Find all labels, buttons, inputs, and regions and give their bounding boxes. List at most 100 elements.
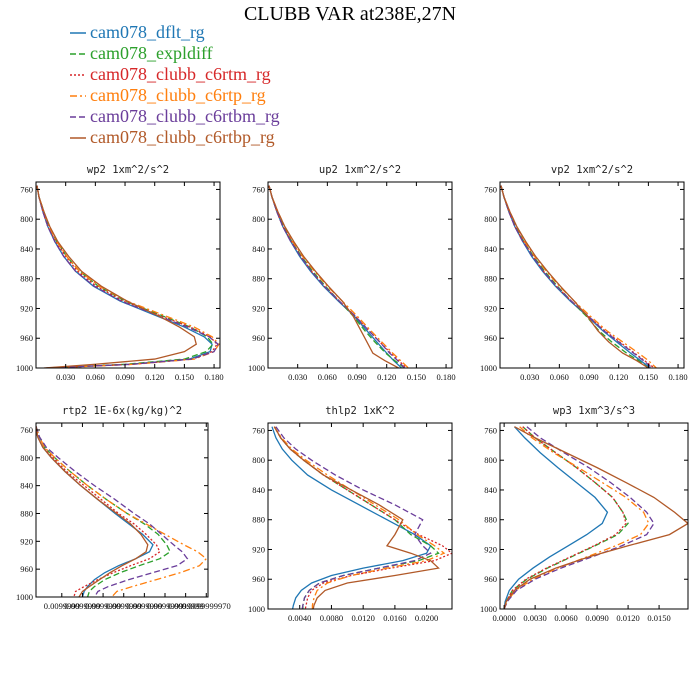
y-tick-label: 920	[20, 303, 33, 313]
series-line	[268, 185, 402, 368]
series-line	[36, 185, 213, 368]
panel-title: up2 1xm^2/s^2	[319, 164, 401, 176]
y-tick-label: 1000	[480, 604, 497, 614]
chart-panel: up2 1xm^2/s^2 760 800 840 880 920 960 1000 0.030…	[248, 164, 456, 382]
legend-entry: cam078_dflt_rg	[70, 22, 205, 42]
y-tick-label: 960	[252, 574, 265, 584]
y-tick-label: 1000	[480, 363, 497, 373]
series-line	[500, 185, 649, 368]
y-tick-label: 840	[252, 244, 265, 254]
series-line	[36, 185, 214, 368]
y-tick-label: 800	[20, 214, 33, 224]
x-tick-label: 0.090	[115, 372, 134, 382]
series-line	[36, 426, 208, 597]
y-tick-label: 760	[484, 184, 497, 194]
x-tick-label: 0.120	[377, 372, 396, 382]
y-tick-label: 880	[252, 274, 265, 284]
y-tick-label: 1000	[248, 363, 265, 373]
x-tick-label: 0.0099999970	[182, 601, 231, 611]
y-tick-label: 880	[484, 515, 497, 525]
series-line	[36, 426, 171, 597]
x-tick-label: 0.0120	[351, 613, 374, 623]
legend-label: cam078_clubb_c6rtbm_rg	[90, 106, 280, 126]
x-tick-label: 0.0040	[288, 613, 311, 623]
series-line	[500, 185, 655, 368]
series-group	[500, 185, 657, 368]
x-tick-label: 0.120	[609, 372, 628, 382]
x-tick-label: 0.150	[639, 372, 658, 382]
y-tick-label: 840	[484, 485, 497, 495]
y-tick-label: 840	[20, 244, 33, 254]
x-tick-label: 0.090	[579, 372, 598, 382]
chart-panel: vp2 1xm^2/s^2 760 800 840 880 920 960 1000 0.030…	[480, 164, 688, 382]
x-tick-label: 0.0030	[523, 613, 546, 623]
chart-panel: thlp2 1xK^2 760 800 840 880 920 960 1000 0.0040 0…	[248, 405, 453, 623]
panel-title: wp3 1xm^3/s^3	[553, 405, 635, 417]
y-tick-label: 960	[484, 574, 497, 584]
x-tick-label: 0.0099999	[85, 601, 121, 611]
legend-entry: cam078_expldiff	[70, 43, 213, 63]
series-line	[500, 185, 651, 368]
x-tick-label: 0.030	[288, 372, 307, 382]
legend-entry: cam078_clubb_c6rtm_rg	[70, 64, 271, 84]
x-tick-label: 0.0099999	[168, 601, 204, 611]
panel-title: vp2 1xm^2/s^2	[551, 164, 633, 176]
x-tick-label: 0.060	[86, 372, 105, 382]
series-line	[275, 426, 432, 609]
y-tick-label: 800	[484, 214, 497, 224]
series-line	[36, 185, 219, 368]
x-tick-label: 0.120	[145, 372, 164, 382]
x-tick-label: 0.0150	[647, 613, 670, 623]
y-tick-label: 920	[20, 536, 33, 546]
x-tick-label: 0.0099999	[64, 601, 100, 611]
series-line	[36, 426, 149, 597]
y-tick-label: 1000	[16, 592, 33, 602]
plot-frame	[267, 181, 453, 369]
series-line	[503, 426, 627, 609]
legend-label: cam078_clubb_c6rtm_rg	[90, 64, 271, 84]
legend-label: cam078_clubb_c6rtbp_rg	[90, 127, 275, 147]
y-tick-label: 800	[20, 453, 33, 463]
series-line	[268, 185, 405, 368]
y-tick-label: 920	[484, 544, 497, 554]
legend-label: cam078_clubb_c6rtp_rg	[90, 85, 266, 105]
figure-title: CLUBB VAR at238E,27N	[244, 3, 456, 25]
legend-entry: cam078_clubb_c6rtbm_rg	[70, 106, 280, 126]
series-group	[36, 185, 220, 368]
x-tick-label: 0.0160	[383, 613, 406, 623]
y-tick-label: 920	[484, 303, 497, 313]
series-line	[500, 185, 657, 368]
y-tick-label: 760	[484, 425, 497, 435]
series-line	[268, 185, 405, 368]
y-tick-label: 760	[20, 184, 33, 194]
x-tick-label: 0.0000	[492, 613, 515, 623]
legend-label: cam078_dflt_rg	[90, 22, 205, 42]
y-tick-label: 920	[252, 303, 265, 313]
plot-frame	[499, 422, 689, 610]
chart-panel: wp3 1xm^3/s^3 760 800 840 880 920 960 10000.000…	[480, 405, 689, 623]
legend-entry: cam078_clubb_c6rtbp_rg	[70, 127, 275, 147]
chart-panel: rtp2 1E-6x(kg/kg)^2 760 800 840 880 920 960 100…	[16, 405, 231, 611]
x-tick-label: 0.150	[407, 372, 426, 382]
x-tick-label: 0.0099999	[44, 601, 80, 611]
y-tick-label: 800	[484, 455, 497, 465]
series-line	[503, 426, 688, 609]
y-tick-label: 880	[252, 515, 265, 525]
series-line	[268, 185, 409, 368]
series-line	[36, 426, 161, 597]
plot-frame	[267, 422, 453, 610]
x-tick-label: 0.060	[550, 372, 569, 382]
panel-title: wp2 1xm^2/s^2	[87, 164, 169, 176]
legend-label: cam078_expldiff	[90, 43, 213, 63]
series-line	[503, 426, 650, 609]
x-tick-label: 0.030	[56, 372, 75, 382]
x-tick-label: 0.030	[520, 372, 539, 382]
y-tick-label: 880	[20, 508, 33, 518]
series-line	[500, 185, 649, 368]
x-tick-label: 0.180	[437, 372, 456, 382]
series-line	[273, 426, 440, 609]
x-tick-label: 0.0060	[554, 613, 577, 623]
y-tick-label: 920	[252, 544, 265, 554]
chart-panel: wp2 1xm^2/s^2 760 800 840 880 920 960 1000 0.030…	[16, 164, 224, 382]
